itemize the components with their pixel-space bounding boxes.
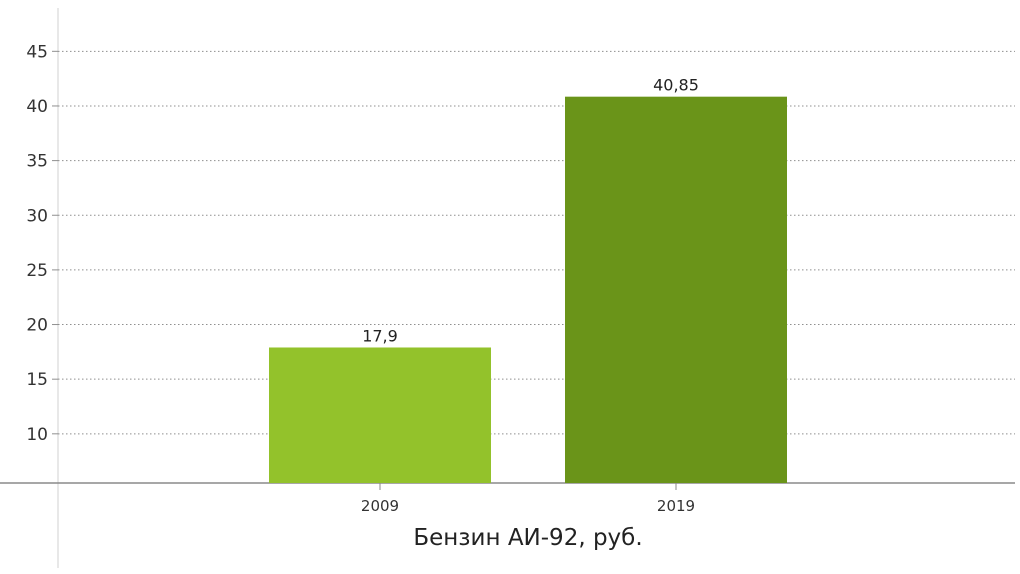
y-tick-label: 45 — [26, 42, 48, 62]
category-label-2019: 2019 — [657, 497, 695, 515]
y-tick-label: 10 — [26, 425, 48, 445]
data-labels: 17,9 40,85 — [362, 76, 699, 346]
y-tick-label: 30 — [26, 206, 48, 226]
plot-frame — [0, 8, 1015, 568]
bar-2019 — [565, 96, 787, 484]
category-labels: 2009 2019 — [361, 483, 695, 515]
y-tick-labels: 10 15 20 25 30 35 40 45 — [26, 42, 58, 445]
y-tick-label: 40 — [26, 97, 48, 117]
bar-2009 — [269, 347, 491, 483]
gridlines — [58, 50, 1015, 435]
y-tick-label: 25 — [26, 261, 48, 281]
category-label-2009: 2009 — [361, 497, 399, 515]
y-tick-label: 20 — [26, 316, 48, 336]
data-label-2009: 17,9 — [362, 326, 398, 345]
y-tick-label: 15 — [26, 370, 48, 390]
data-label-2019: 40,85 — [653, 76, 699, 95]
y-tick-label: 35 — [26, 152, 48, 172]
bars — [269, 96, 787, 484]
chart-title: Бензин АИ-92, руб. — [413, 525, 642, 551]
